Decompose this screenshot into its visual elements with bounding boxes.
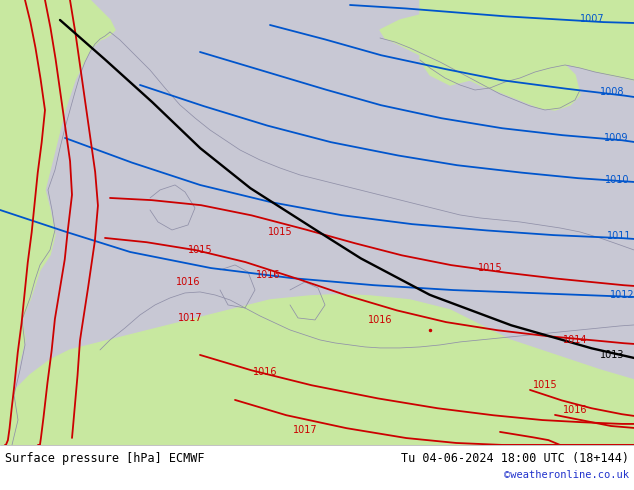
Text: 1016: 1016 bbox=[253, 367, 277, 377]
Text: 1016: 1016 bbox=[256, 270, 280, 280]
Text: 1015: 1015 bbox=[188, 245, 212, 255]
Polygon shape bbox=[420, 0, 634, 85]
Polygon shape bbox=[0, 115, 18, 160]
Text: Surface pressure [hPa] ECMWF: Surface pressure [hPa] ECMWF bbox=[5, 452, 205, 465]
Text: 1015: 1015 bbox=[477, 263, 502, 273]
Text: 1015: 1015 bbox=[533, 380, 557, 390]
Text: 1014: 1014 bbox=[563, 335, 587, 345]
Text: 1013: 1013 bbox=[600, 350, 624, 360]
Text: ©weatheronline.co.uk: ©weatheronline.co.uk bbox=[504, 470, 629, 480]
Polygon shape bbox=[0, 295, 634, 445]
Text: 1017: 1017 bbox=[293, 425, 317, 435]
Polygon shape bbox=[0, 55, 25, 110]
Text: 1011: 1011 bbox=[607, 231, 631, 241]
Text: 1015: 1015 bbox=[268, 227, 292, 237]
Text: 1016: 1016 bbox=[368, 315, 392, 325]
Text: 1012: 1012 bbox=[610, 290, 634, 300]
Polygon shape bbox=[0, 0, 115, 445]
Text: 1017: 1017 bbox=[178, 313, 202, 323]
Text: 1016: 1016 bbox=[176, 277, 200, 287]
Polygon shape bbox=[0, 245, 25, 305]
Polygon shape bbox=[0, 175, 35, 240]
Text: 1009: 1009 bbox=[604, 133, 628, 143]
Polygon shape bbox=[0, 315, 20, 370]
Polygon shape bbox=[0, 0, 45, 60]
Text: 1007: 1007 bbox=[580, 14, 605, 24]
Text: 1008: 1008 bbox=[600, 87, 624, 97]
Polygon shape bbox=[0, 375, 18, 430]
Text: Tu 04-06-2024 18:00 UTC (18+144): Tu 04-06-2024 18:00 UTC (18+144) bbox=[401, 452, 629, 465]
Text: 1010: 1010 bbox=[605, 175, 630, 185]
Polygon shape bbox=[380, 15, 580, 110]
Text: 1016: 1016 bbox=[563, 405, 587, 415]
